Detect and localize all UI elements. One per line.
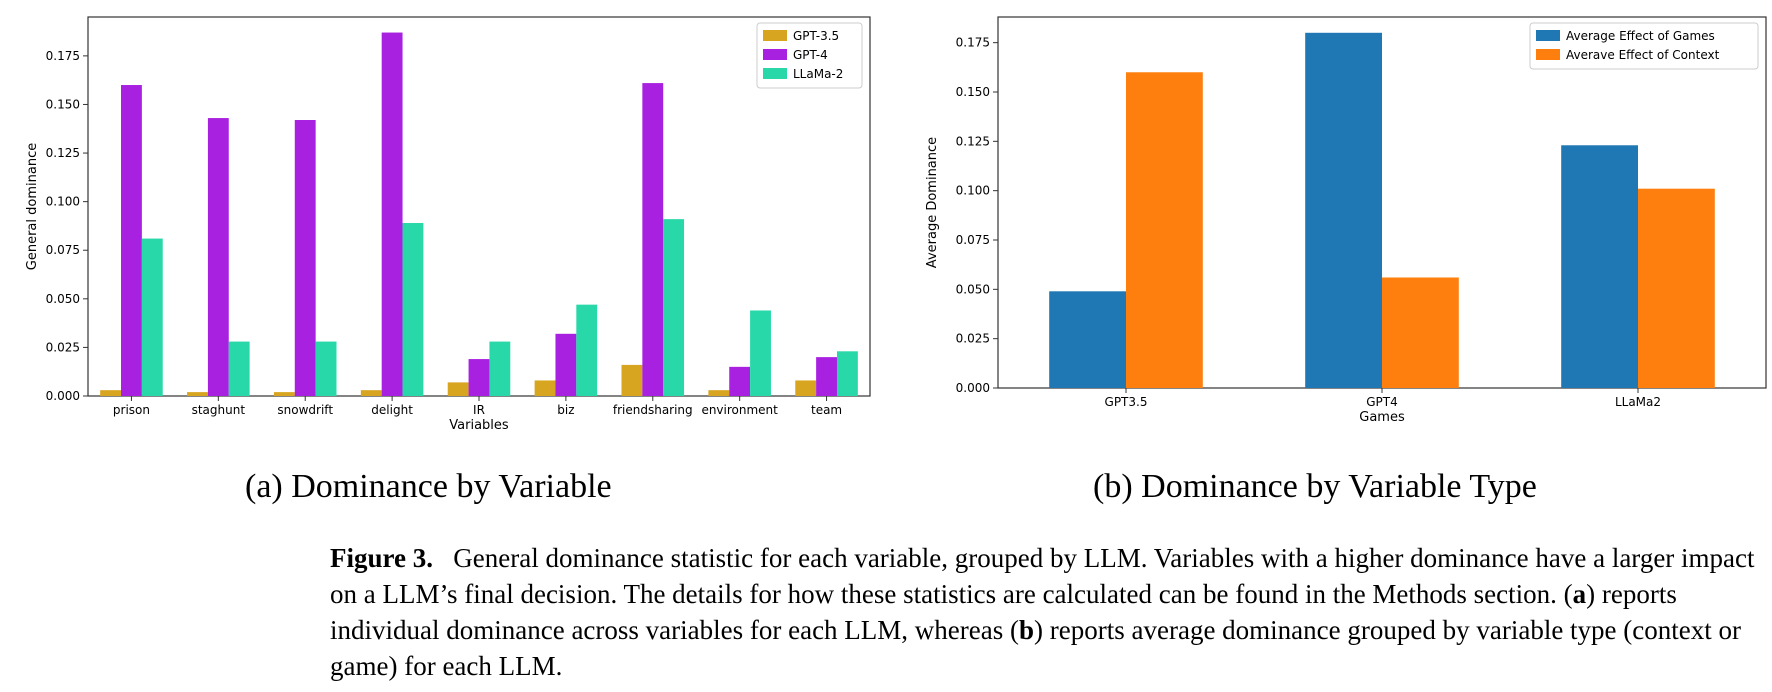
caption-bold-b: b: [1019, 615, 1035, 645]
bar-llama-2: [489, 341, 511, 396]
legend-entry: LLaMa-2: [793, 67, 843, 81]
subcaption-a: (a) Dominance by Variable: [245, 468, 612, 505]
bar-gpt-4: [729, 366, 751, 396]
x-axis-label: Variables: [449, 418, 509, 433]
caption-text-2: ) reports individual dominance across va…: [330, 579, 1677, 645]
y-tick-label: 0.000: [46, 389, 80, 403]
bar-gpt-3-5: [187, 392, 208, 396]
caption-text-3: ) reports average dominance grouped by v…: [330, 615, 1741, 681]
bar-gpt-4: [121, 85, 142, 397]
legend-swatch: [763, 30, 787, 41]
legend-box: [1529, 22, 1759, 70]
legend-swatch: [763, 68, 787, 79]
bar-gpt-3-5: [708, 390, 730, 396]
x-tick-label: GPT4: [1366, 395, 1398, 409]
y-tick-label: 0.025: [956, 332, 990, 346]
x-tick-label: friendsharing: [613, 403, 693, 417]
x-tick-label: staghunt: [192, 403, 246, 417]
y-tick-label: 0.150: [956, 85, 990, 99]
bar-gpt-3-5: [795, 380, 817, 396]
y-tick-label: 0.025: [46, 340, 80, 354]
legend-entry: Average Effect of Games: [1566, 29, 1715, 43]
legend-entry: Averave Effect of Context: [1566, 48, 1720, 62]
bar-llama-2: [663, 219, 685, 396]
caption-text-1: General dominance statistic for each var…: [330, 543, 1755, 609]
bar-gpt-4: [207, 118, 229, 397]
bar-gpt-3-5: [447, 382, 469, 396]
legend-swatch: [1536, 49, 1560, 60]
bar-gpt-4: [642, 83, 664, 396]
bar-llama-2: [141, 238, 163, 396]
y-tick-label: 0.000: [956, 381, 990, 395]
x-tick-label: team: [811, 403, 842, 417]
bar-gpt-3-5: [100, 390, 122, 396]
x-tick-label: delight: [371, 403, 413, 417]
x-tick-label: IR: [473, 403, 485, 417]
figure-charts: 0.000 0.025 0.050 0.075 0.100 0.125 0.150 0.175…: [25, 16, 1767, 433]
legend: GPT-3.5 GPT-4 LLaMa-2: [756, 22, 863, 89]
x-axis-label: Games: [1359, 410, 1405, 425]
caption-label: Figure 3.: [330, 543, 433, 573]
bar-gpt-4: [294, 120, 316, 396]
y-tick-label: 0.125: [46, 146, 80, 160]
bar-gpt-4: [468, 359, 490, 396]
y-tick-label: 0.075: [46, 243, 80, 257]
bar-llama-2: [228, 341, 250, 396]
bar-llama-2: [836, 351, 858, 396]
x-tick-label: LLaMa2: [1615, 395, 1661, 409]
bar-average-effect-of-games: [1049, 291, 1126, 388]
bar-averave-effect-of-context: [1638, 188, 1715, 388]
y-tick-label: 0.075: [956, 233, 990, 247]
x-tick-label: snowdrift: [277, 403, 333, 417]
caption-bold-a: a: [1572, 579, 1587, 609]
x-tick-label: environment: [701, 403, 778, 417]
y-tick-label: 0.100: [46, 195, 80, 209]
bar-llama-2: [576, 304, 598, 396]
y-tick-label: 0.150: [46, 97, 80, 111]
bar-gpt-3-5: [621, 364, 643, 396]
bar-llama-2: [402, 223, 424, 396]
legend-swatch: [763, 49, 787, 60]
x-tick-label: prison: [113, 403, 150, 417]
legend-entry: GPT-3.5: [793, 29, 839, 43]
bar-gpt-3-5: [273, 392, 295, 396]
y-tick-label: 0.175: [956, 36, 990, 50]
x-tick-label: GPT3.5: [1105, 395, 1148, 409]
bar-gpt-4: [816, 357, 837, 396]
chart-dominance-by-variable: 0.000 0.025 0.050 0.075 0.100 0.125 0.150 0.175…: [25, 16, 871, 433]
bar-average-effect-of-games: [1305, 32, 1382, 389]
bar-gpt-3-5: [534, 380, 556, 396]
y-tick-label: 0.050: [46, 292, 80, 306]
y-axis-label: Average Dominance: [925, 137, 940, 268]
legend-entry: GPT-4: [793, 48, 828, 62]
bar-llama-2: [315, 341, 337, 396]
bar-average-effect-of-games: [1561, 145, 1638, 388]
legend: Average Effect of Games Averave Effect of…: [1529, 22, 1759, 70]
x-tick-label: biz: [557, 403, 574, 417]
figure-caption: Figure 3. General dominance statistic fo…: [330, 540, 1760, 684]
y-tick-label: 0.125: [956, 134, 990, 148]
subcaption-b: (b) Dominance by Variable Type: [1093, 468, 1537, 505]
y-tick-label: 0.100: [956, 184, 990, 198]
legend-swatch: [1536, 30, 1560, 41]
bar-gpt-4: [381, 32, 403, 397]
bar-averave-effect-of-context: [1382, 277, 1459, 388]
y-axis-label: General dominance: [25, 143, 40, 270]
y-tick-label: 0.175: [46, 49, 80, 63]
bar-averave-effect-of-context: [1126, 72, 1203, 389]
chart-dominance-by-variable-type: 0.000 0.025 0.050 0.075 0.100 0.125 0.150 0.175…: [925, 16, 1767, 425]
bar-gpt-4: [555, 333, 577, 396]
bar-llama-2: [750, 310, 771, 396]
y-tick-label: 0.050: [956, 282, 990, 296]
bar-gpt-3-5: [360, 390, 382, 396]
